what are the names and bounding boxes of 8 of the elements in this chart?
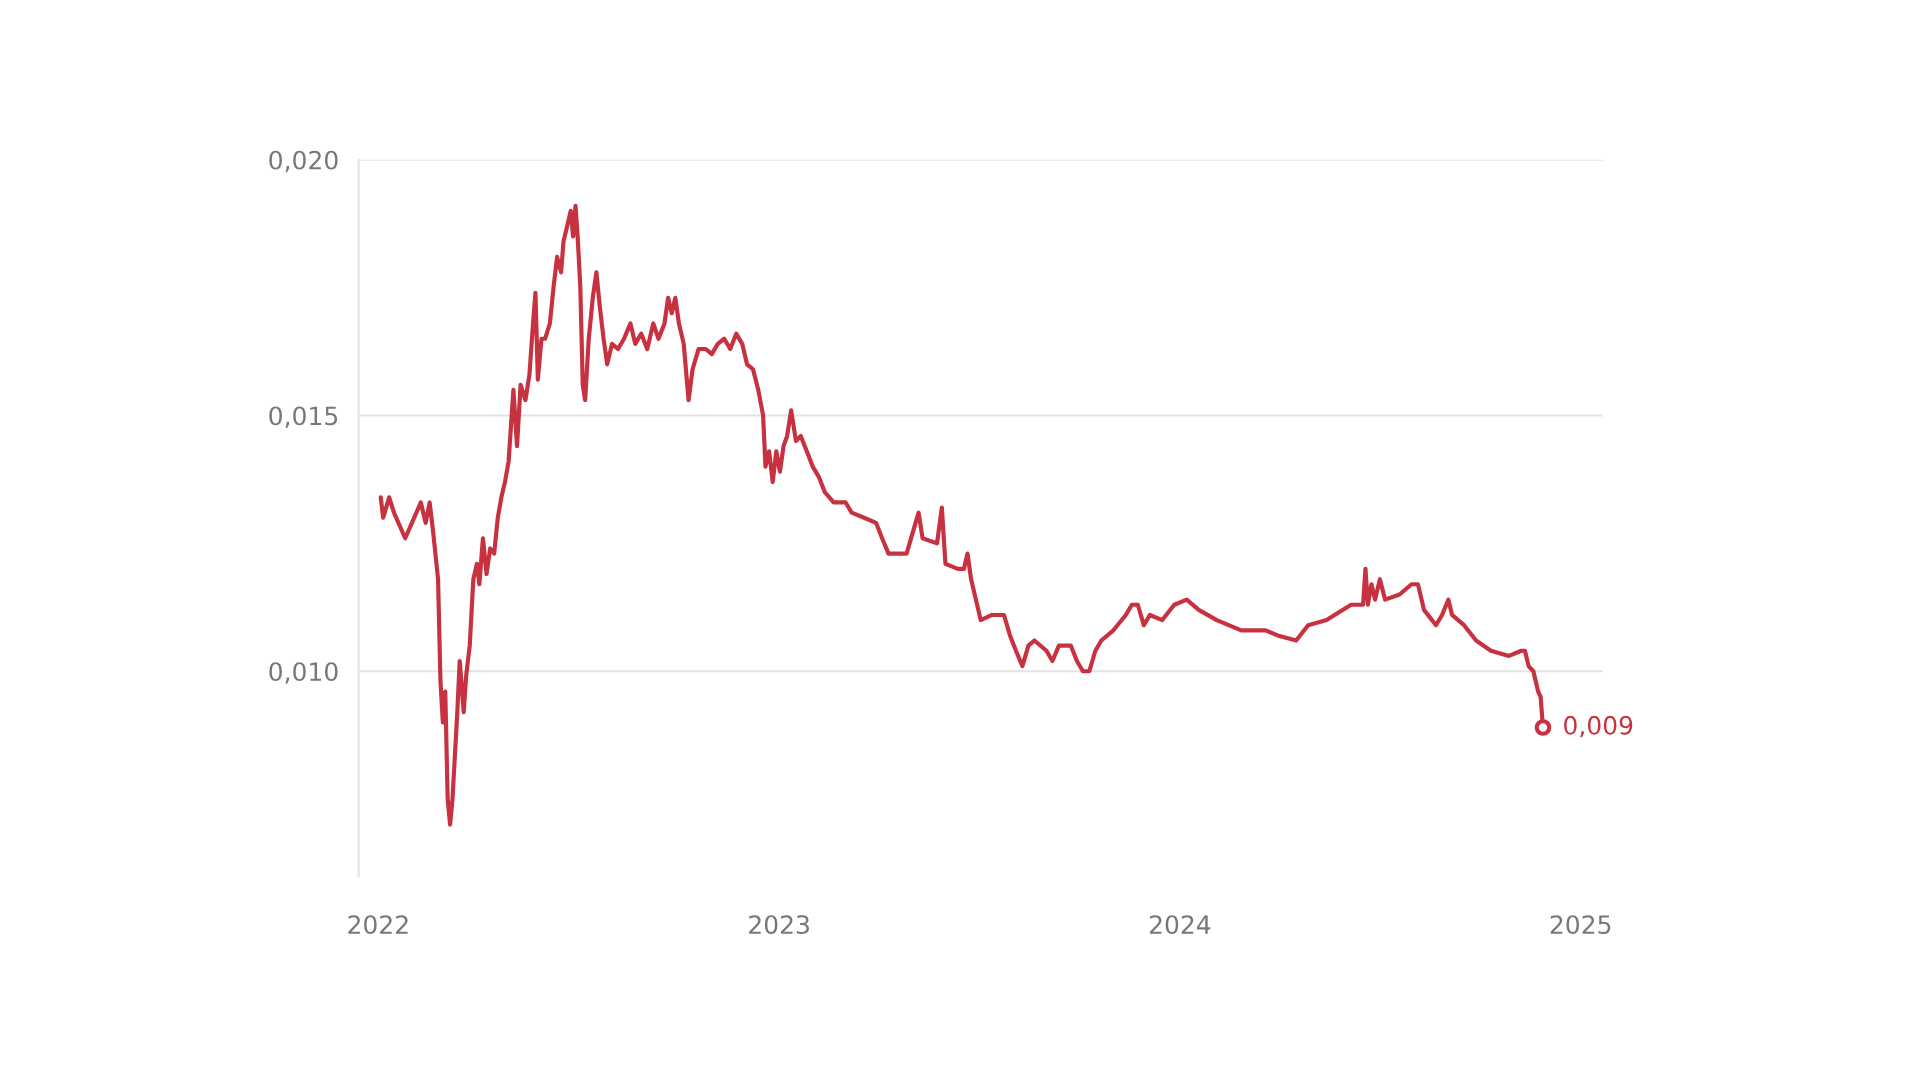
y-tick-label: 0,015 bbox=[269, 406, 338, 428]
y-tick-label: 0,010 bbox=[269, 662, 338, 684]
data-label: 0,009 bbox=[1564, 715, 1633, 738]
y-tick-label: 0,020 bbox=[269, 150, 338, 173]
x-tick-label: 2023 bbox=[749, 915, 809, 935]
x-tick-label: 2025 bbox=[1550, 915, 1611, 935]
x-tick-label: 2022 bbox=[348, 915, 408, 935]
x-tick-label: 2024 bbox=[1149, 915, 1211, 935]
